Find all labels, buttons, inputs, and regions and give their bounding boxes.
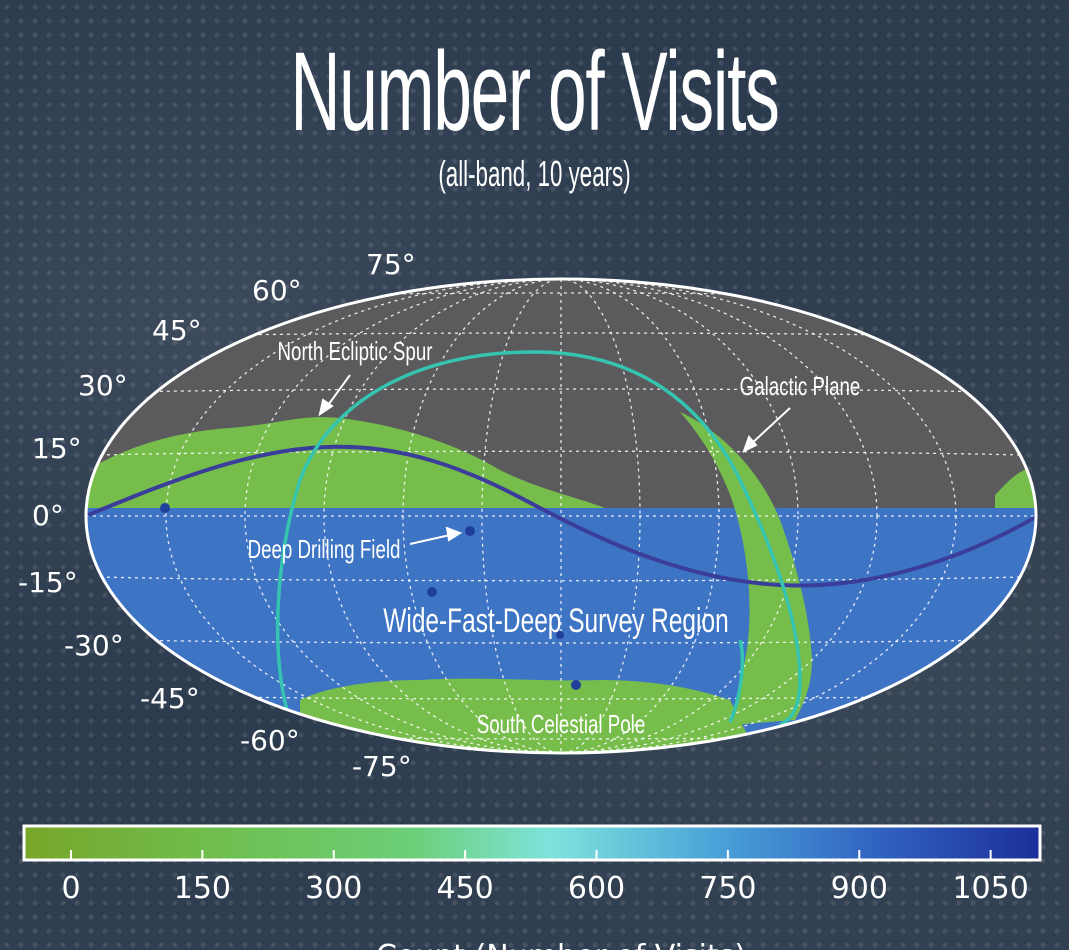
- lat-label-75: 75°: [366, 248, 416, 281]
- page-subtitle: (all-band, 10 years): [438, 153, 631, 194]
- colorbar-tick-label: 750: [699, 871, 756, 906]
- colorbar-tick-label: 1050: [952, 871, 1028, 906]
- colorbar-ticks: 0 150 300 450 600 750 900 1050: [61, 850, 1029, 906]
- galactic-plane-region: [680, 412, 812, 725]
- deep-drilling-field-marker: [556, 631, 564, 639]
- annotation-arrow-icon: [318, 374, 351, 417]
- lat-label-minus-30: -30°: [64, 629, 124, 662]
- lat-label-minus-15: -15°: [18, 566, 78, 599]
- galactic-plane-label: Galactic Plane: [740, 371, 861, 401]
- lat-label-30: 30°: [78, 369, 128, 402]
- deep-drilling-field-marker: [427, 587, 437, 597]
- wfd-region-label: Wide-Fast-Deep Survey Region: [383, 602, 728, 640]
- colorbar-tick-label: 150: [174, 871, 231, 906]
- colorbar-tick-label: 600: [568, 871, 625, 906]
- annotation-arrow-icon: [742, 407, 791, 454]
- colorbar-tick-label: 450: [437, 871, 494, 906]
- sky-map-outline: [84, 277, 1038, 755]
- lat-label-15: 15°: [32, 432, 82, 465]
- annotation-arrow-icon: [409, 526, 463, 545]
- colorbar-tick-label: 300: [305, 871, 362, 906]
- deep-drilling-field-label: Deep Drilling Field: [248, 534, 401, 564]
- colorbar: 0 150 300 450 600 750 900 1050 Count (Number of…: [22, 824, 1042, 950]
- colorbar-tick-label: 0: [61, 871, 80, 906]
- deep-drilling-field-marker: [571, 680, 581, 690]
- deep-drilling-field-marker: [160, 503, 170, 513]
- latitude-labels: 75° 60° 45° 30° 15° 0° -15° -30° -45° -6…: [18, 248, 416, 783]
- ecliptic-line: [87, 444, 1036, 588]
- sky-map: [86, 279, 1036, 753]
- colorbar-label: Count (Number of Visits): [376, 939, 746, 950]
- colorbar-gradient: [22, 824, 1042, 862]
- lat-label-minus-45: -45°: [140, 682, 200, 715]
- page-title: Number of Visits: [290, 29, 780, 154]
- lat-label-minus-60: -60°: [240, 724, 300, 757]
- north-ecliptic-spur-region: [88, 417, 605, 508]
- annotations: North Ecliptic Spur Galactic Plane Deep …: [248, 336, 861, 739]
- deep-drilling-field-marker: [465, 526, 475, 536]
- lat-label-45: 45°: [152, 314, 202, 347]
- galactic-plane-line: [275, 350, 802, 727]
- lat-label-60: 60°: [252, 274, 302, 307]
- colorbar-tick-label: 900: [831, 871, 888, 906]
- lat-label-0: 0°: [32, 499, 64, 532]
- north-ecliptic-spur-label: North Ecliptic Spur: [278, 336, 433, 366]
- lat-label-minus-75: -75°: [352, 750, 412, 783]
- south-celestial-pole-label: South Celestial Pole: [477, 709, 645, 739]
